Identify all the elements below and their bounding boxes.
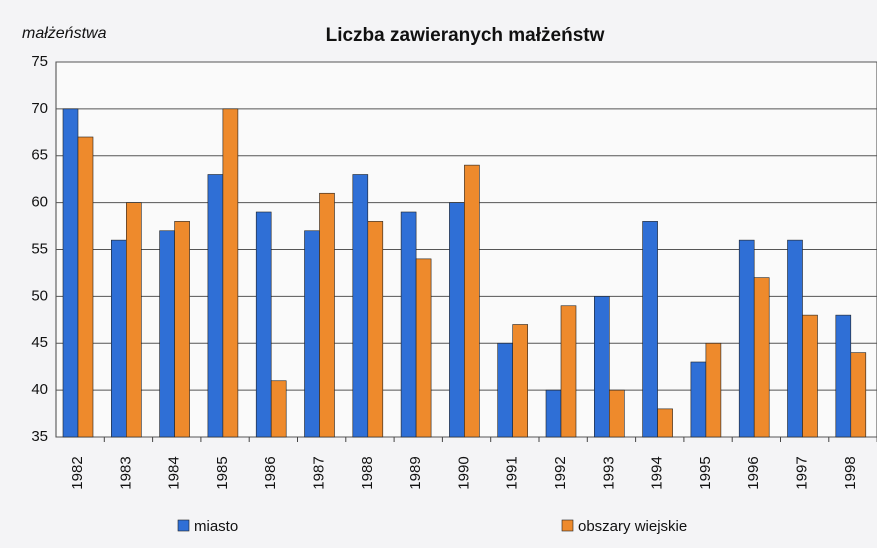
bar: [207, 174, 224, 438]
x-tick-label: 1990: [455, 456, 472, 489]
x-tick-label: 1988: [359, 456, 376, 489]
x-tick-label: 1987: [310, 456, 327, 489]
bar: [449, 202, 465, 438]
bar: [560, 305, 577, 438]
x-tick-label: 1991: [504, 456, 521, 489]
bar: [111, 239, 127, 438]
bar: [497, 342, 514, 438]
y-tick-label: 55: [31, 240, 48, 257]
bar: [352, 174, 369, 438]
bar: [642, 221, 658, 438]
x-tick-label: 1998: [842, 456, 859, 489]
x-tick-label: 1996: [745, 456, 762, 489]
y-tick-label: 65: [31, 147, 48, 164]
y-tick-label: 35: [31, 428, 48, 445]
bar: [319, 192, 335, 438]
x-tick-label: 1986: [262, 456, 279, 489]
x-tick-label: 1989: [407, 456, 424, 489]
x-tick-label: 1982: [69, 456, 86, 489]
bar: [159, 230, 175, 438]
y-tick-label: 75: [31, 53, 48, 70]
bar: [690, 361, 707, 438]
legend-swatch: [177, 519, 190, 532]
bar: [787, 239, 803, 438]
bar: [270, 380, 287, 438]
x-tick-label: 1985: [214, 456, 231, 489]
legend-label: miasto: [194, 518, 238, 535]
x-tick-label: 1995: [697, 456, 714, 489]
bar: [850, 352, 867, 438]
legend-label: obszary wiejskie: [578, 518, 687, 535]
bar: [835, 314, 852, 438]
x-tick-label: 1993: [600, 456, 617, 489]
x-tick-label: 1997: [793, 456, 810, 489]
y-tick-label: 40: [31, 381, 48, 398]
bar: [415, 258, 432, 438]
bar: [367, 221, 384, 438]
bar: [126, 202, 142, 438]
bar: [608, 389, 625, 438]
bar: [545, 389, 562, 438]
bar: [222, 108, 239, 438]
y-axis-label: małżeństwa: [22, 25, 107, 42]
bar: [464, 164, 480, 438]
bar: [593, 296, 610, 438]
bar: [738, 239, 755, 438]
bar: [512, 324, 529, 438]
x-tick-label: 1992: [552, 456, 569, 489]
y-tick-label: 50: [31, 287, 48, 304]
y-tick-label: 60: [31, 194, 48, 211]
bar: [657, 408, 673, 438]
bar: [753, 277, 770, 438]
bar: [255, 211, 272, 438]
bar: [705, 342, 722, 438]
bar: [802, 314, 818, 438]
x-tick-label: 1984: [166, 456, 183, 489]
x-tick-label: 1983: [117, 456, 134, 489]
legend-swatch: [561, 519, 574, 532]
y-tick-label: 45: [31, 334, 48, 351]
chart-title: Liczba zawieranych małżeństw: [326, 25, 605, 46]
y-tick-label: 70: [31, 100, 48, 117]
bar: [400, 211, 417, 438]
bar: [77, 136, 94, 438]
x-tick-label: 1994: [649, 456, 666, 489]
bar: [174, 221, 190, 438]
bar: [62, 108, 79, 438]
bar: [304, 230, 320, 438]
